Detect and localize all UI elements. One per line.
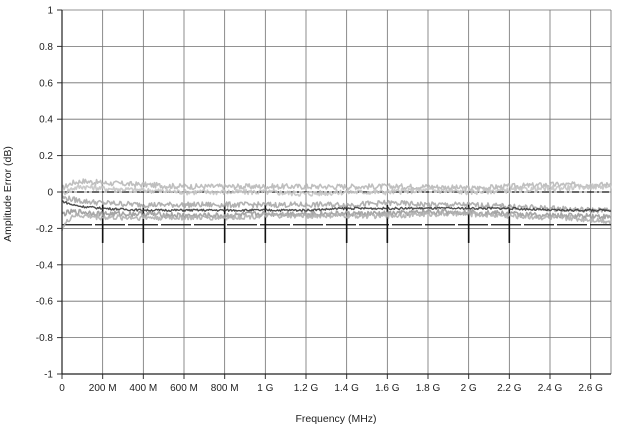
- y-tick-label: 0.8: [39, 42, 53, 53]
- y-tick-label: 0.6: [39, 78, 53, 89]
- series-trace: [61, 210, 612, 232]
- x-tick-label: 200 M: [89, 383, 117, 394]
- x-tick-label: 1.4 G: [334, 383, 359, 394]
- y-tick-label: -0.4: [36, 260, 54, 271]
- y-tick-label: -1: [44, 370, 53, 381]
- x-tick-label: 1.6 G: [375, 383, 400, 394]
- x-tick-label: 0: [59, 383, 65, 394]
- y-tick-labels: 1 0.8 0.6 0.4 0.2 0 -0.2 -0.4 -0.6 -0.8 -1: [36, 6, 54, 381]
- series-trace: [61, 195, 612, 214]
- x-tick-label: 2.4 G: [538, 383, 563, 394]
- series-trace: [61, 183, 612, 197]
- y-tick-label: 0.4: [39, 115, 53, 126]
- y-tick-label: 1: [47, 6, 53, 17]
- x-tick-label: 800 M: [211, 383, 239, 394]
- y-tick-label: -0.2: [36, 224, 54, 235]
- y-axis-title: Amplitude Error (dB): [2, 146, 14, 242]
- x-tick-label: 600 M: [170, 383, 198, 394]
- x-tick-label: 1.8 G: [416, 383, 441, 394]
- x-tick-label: 2.6 G: [578, 383, 603, 394]
- series-trace: [61, 200, 612, 212]
- x-axis-title: Frequency (MHz): [295, 413, 376, 425]
- data-series: [61, 178, 612, 232]
- y-tick-label: 0.2: [39, 151, 53, 162]
- x-tick-label: 2 G: [461, 383, 477, 394]
- x-tick-label: 1.2 G: [294, 383, 319, 394]
- x-tick-label: 1 G: [257, 383, 273, 394]
- x-tick-label: 2.2 G: [497, 383, 522, 394]
- x-tick-labels: 0 200 M 400 M 600 M 800 M 1 G 1.2 G 1.4 G 1.6 G 1…: [59, 383, 603, 394]
- axes: [57, 9, 611, 379]
- y-tick-label: 0: [47, 188, 53, 199]
- x-tick-label: 400 M: [129, 383, 157, 394]
- y-tick-label: -0.8: [36, 333, 54, 344]
- y-tick-label: -0.6: [36, 297, 54, 308]
